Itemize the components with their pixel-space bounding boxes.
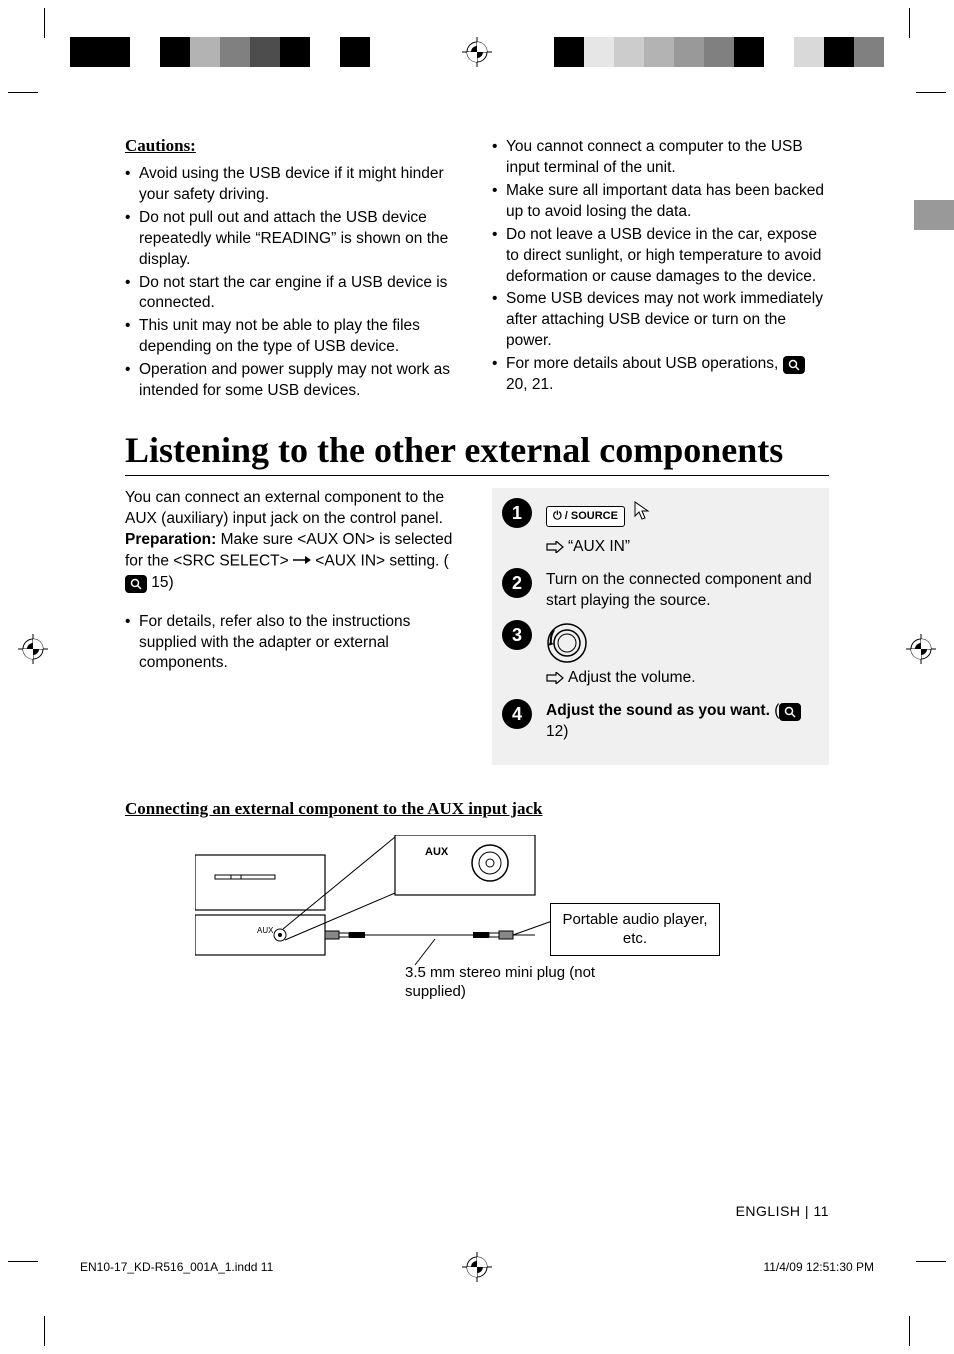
magnifier-icon [779,703,801,721]
prep-text-b: <AUX IN> setting. ( [311,553,449,570]
result-arrow-icon [546,670,564,691]
caution-item: Do not start the car engine if a USB dev… [125,273,462,315]
step-number-3: 3 [502,620,532,650]
caution-item: Some USB devices may not work immediatel… [492,289,829,352]
player-callout: Portable audio player, etc. [550,903,720,956]
intro-details: For details, refer also to the instructi… [125,612,462,675]
caution-item: This unit may not be able to play the fi… [125,316,462,358]
registration-mark-icon [18,634,48,664]
volume-knob-icon [546,622,588,664]
step4-page: 12) [546,723,568,740]
step3-text: Adjust the volume. [568,669,696,686]
caution-item: You cannot connect a computer to the USB… [492,137,829,179]
steps-box: 1 ⏻ / SOURCE “AUX IN” 2 Turn on the conn… [492,488,829,764]
cautions-list-right: You cannot connect a computer to the USB… [492,137,829,396]
preparation-label: Preparation: [125,531,216,548]
caution-item: For more details about USB operations, 2… [492,354,829,396]
color-bar-right [524,37,884,67]
svg-text:AUX: AUX [257,926,274,935]
step4-bold: Adjust the sound as you want. [546,702,770,719]
caution-item: Avoid using the USB device if it might h… [125,164,462,206]
caution-item: Make sure all important data has been ba… [492,181,829,223]
magnifier-icon [125,575,147,593]
cautions-heading: Cautions: [125,135,462,158]
step-number-2: 2 [502,568,532,598]
intro-text: You can connect an external component to… [125,489,444,527]
magnifier-icon [783,356,805,374]
registration-mark-icon [462,37,492,67]
source-button-graphic: ⏻ / SOURCE [546,506,625,527]
aux-connection-diagram: AUX AUX Portable audio p [195,835,755,1015]
print-slug: EN10-17_KD-R516_001A_1.indd 11 11/4/09 1… [80,1260,874,1274]
caution-item: Operation and power supply may not work … [125,360,462,402]
side-tab [914,200,954,230]
result-arrow-icon [546,539,564,560]
step-number-4: 4 [502,699,532,729]
color-bar-left [70,37,430,67]
step-number-1: 1 [502,498,532,528]
cursor-icon [633,500,655,529]
registration-mark-icon [906,634,936,664]
connecting-subheading: Connecting an external component to the … [125,799,829,819]
section-title: Listening to the other external componen… [125,430,829,476]
cautions-list-left: Avoid using the USB device if it might h… [125,164,462,402]
step2-text: Turn on the connected component and star… [546,568,813,612]
page-footer: ENGLISH | 11 [736,1203,829,1219]
arrow-right-icon [293,551,311,572]
caution-item: Do not pull out and attach the USB devic… [125,208,462,271]
caution-item: Do not leave a USB device in the car, ex… [492,225,829,288]
plug-label: 3.5 mm stereo mini plug (not supplied) [405,963,605,1002]
step1-result: “AUX IN” [568,538,630,555]
prep-page: 15) [147,574,174,591]
aux-label: AUX [425,846,449,858]
